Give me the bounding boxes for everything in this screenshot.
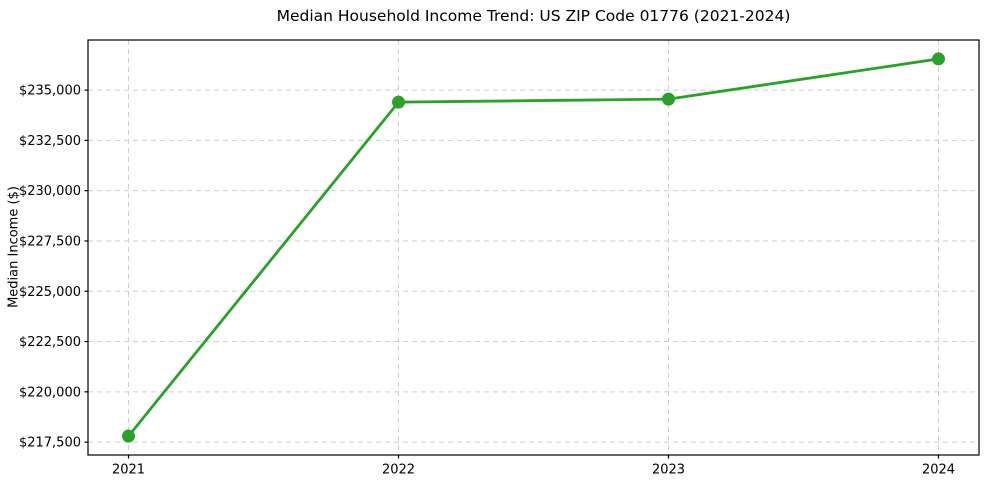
chart-title: Median Household Income Trend: US ZIP Co… xyxy=(276,7,791,25)
data-point-marker xyxy=(932,52,945,66)
axes-box xyxy=(87,39,980,456)
x-tick-label: 2022 xyxy=(382,463,415,478)
y-tick-label: $227,500 xyxy=(19,235,81,250)
x-tick-label: 2021 xyxy=(112,463,145,478)
y-tick-label: $230,000 xyxy=(19,184,81,199)
income-trend-line xyxy=(127,57,940,438)
y-tick-label: $235,000 xyxy=(19,84,81,99)
y-tick-label: $217,500 xyxy=(19,436,81,451)
x-tick-label: 2023 xyxy=(652,463,685,478)
y-tick-label: $225,000 xyxy=(19,285,81,300)
x-tick-label: 2024 xyxy=(922,463,955,478)
y-tick-label: $232,500 xyxy=(19,134,81,149)
y-tick-label: $220,000 xyxy=(19,385,81,400)
data-point-marker xyxy=(662,92,675,106)
data-point-marker xyxy=(392,95,405,109)
data-point-marker xyxy=(122,429,135,443)
y-tick-label: $222,500 xyxy=(19,335,81,350)
